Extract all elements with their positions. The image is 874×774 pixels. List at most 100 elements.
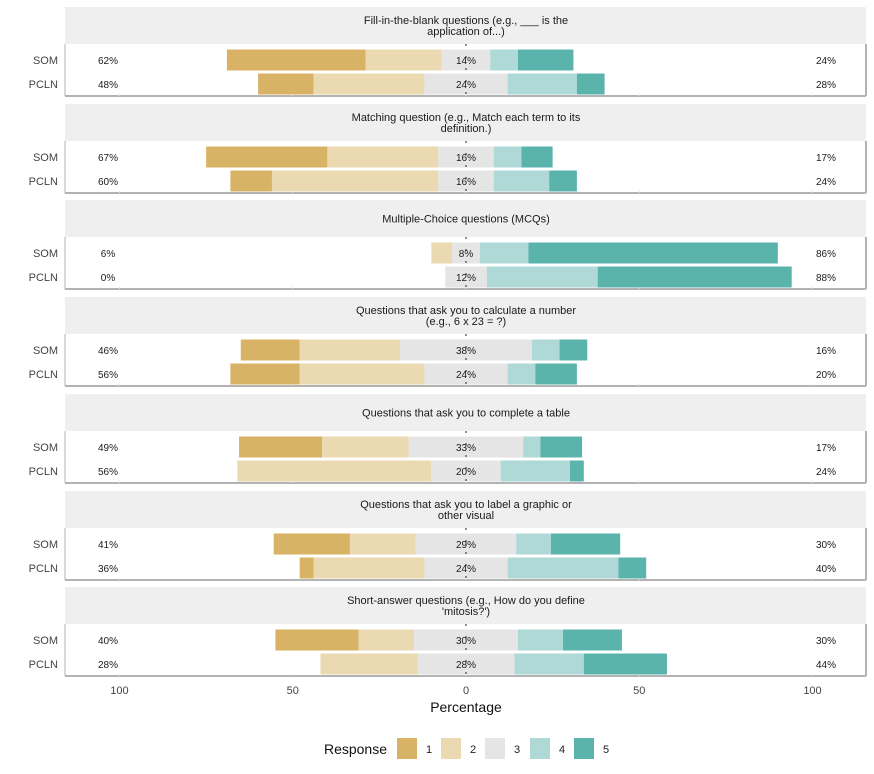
high-percent-label: 28%	[816, 80, 836, 91]
bar-segment-1	[240, 339, 300, 361]
facet-title: Multiple-Choice questions (MCQs)	[382, 214, 550, 226]
bar-segment-5	[549, 170, 577, 192]
bar-segment-3	[415, 533, 517, 555]
x-tick-label: 50	[633, 685, 645, 697]
low-percent-label: 40%	[98, 636, 118, 647]
group-label: PCLN	[29, 466, 58, 478]
bar-row: SOM 6% 8% 86%	[33, 242, 836, 264]
bar-segment-2	[358, 629, 415, 651]
high-percent-label: 24%	[816, 56, 836, 67]
group-label: PCLN	[29, 369, 58, 381]
bar-segment-3	[445, 266, 487, 288]
bar-segment-1	[230, 170, 272, 192]
bar-row: SOM 40% 30% 30%	[33, 629, 836, 651]
facet-strip	[65, 587, 866, 624]
bar-segment-2	[327, 146, 439, 168]
bar-segment-3	[414, 629, 518, 651]
facet-strip	[65, 491, 866, 528]
bar-segment-4	[479, 242, 529, 264]
bar-segment-2	[313, 557, 425, 579]
facet-strip	[65, 104, 866, 141]
bar-segment-4	[516, 533, 551, 555]
low-percent-label: 36%	[98, 564, 118, 575]
group-label: PCLN	[29, 659, 58, 671]
high-percent-label: 16%	[816, 346, 836, 357]
facet-title: (e.g., 6 x 23 = ?)	[426, 316, 506, 328]
legend-label: 4	[559, 744, 565, 756]
neutral-percent-label: 29%	[456, 540, 476, 551]
bar-segment-4	[486, 266, 598, 288]
high-percent-label: 17%	[816, 153, 836, 164]
bar-segment-3	[438, 146, 494, 168]
legend-swatch-3	[485, 738, 505, 759]
facet-panel: Questions that ask you to complete a tab…	[29, 394, 867, 484]
bar-segment-5	[583, 653, 667, 675]
bar-row: PCLN 28% 28% 44%	[29, 653, 836, 675]
bar-segment-5	[597, 266, 792, 288]
bar-segment-1	[275, 629, 359, 651]
group-label: SOM	[33, 55, 58, 67]
bar-segment-1	[206, 146, 328, 168]
group-label: SOM	[33, 539, 58, 551]
legend-label: 3	[514, 744, 520, 756]
legend-label: 2	[470, 744, 476, 756]
facet-strip	[65, 297, 866, 334]
x-axis-title: Percentage	[430, 699, 502, 715]
bar-segment-4	[507, 363, 536, 385]
facet-panel: Matching question (e.g., Match each term…	[29, 104, 867, 194]
facet-panel: Questions that ask you to calculate a nu…	[29, 297, 867, 387]
high-percent-label: 30%	[816, 636, 836, 647]
legend: Response 1 2 3 4 5	[324, 738, 609, 759]
low-percent-label: 60%	[98, 177, 118, 188]
bar-segment-3	[452, 242, 480, 264]
high-percent-label: 44%	[816, 660, 836, 671]
facet-title: Questions that ask you to calculate a nu…	[356, 305, 576, 317]
bar-segment-1	[273, 533, 350, 555]
bar-segment-5	[535, 363, 577, 385]
bar-segment-4	[507, 73, 577, 95]
bar-segment-3	[431, 460, 501, 482]
facet-strip	[65, 7, 866, 44]
x-tick-label: 50	[287, 685, 299, 697]
x-tick-label: 100	[803, 685, 821, 697]
bar-segment-4	[507, 557, 619, 579]
neutral-percent-label: 38%	[456, 346, 476, 357]
bar-segment-3	[408, 436, 524, 458]
bar-segment-3	[424, 73, 508, 95]
bar-row: PCLN 60% 16% 24%	[29, 170, 836, 192]
neutral-percent-label: 30%	[456, 636, 476, 647]
bar-segment-4	[517, 629, 564, 651]
bar-segment-5	[559, 339, 588, 361]
bar-segment-4	[514, 653, 584, 675]
bar-segment-2	[299, 363, 425, 385]
bar-segment-2	[365, 49, 442, 71]
low-percent-label: 49%	[98, 443, 118, 454]
bar-segment-3	[400, 339, 532, 361]
low-percent-label: 41%	[98, 540, 118, 551]
group-label: SOM	[33, 152, 58, 164]
low-percent-label: 46%	[98, 346, 118, 357]
bar-segment-2	[237, 460, 432, 482]
low-percent-label: 0%	[101, 273, 116, 284]
facet-strip	[65, 200, 866, 237]
bar-segment-5	[563, 629, 622, 651]
bar-segment-3	[417, 653, 515, 675]
facet-panel: Short-answer questions (e.g., How do you…	[29, 587, 867, 677]
high-percent-label: 24%	[816, 467, 836, 478]
neutral-percent-label: 24%	[456, 370, 476, 381]
x-axis: 100 50 0 50 100	[110, 685, 821, 697]
bar-segment-2	[349, 533, 416, 555]
bar-row: PCLN 48% 24% 28%	[29, 73, 836, 95]
legend-label: 5	[603, 744, 609, 756]
neutral-percent-label: 24%	[456, 564, 476, 575]
group-label: SOM	[33, 635, 58, 647]
low-percent-label: 56%	[98, 467, 118, 478]
group-label: PCLN	[29, 176, 58, 188]
facet-title: Fill-in-the-blank questions (e.g., ___ i…	[364, 15, 568, 27]
low-percent-label: 62%	[98, 56, 118, 67]
x-tick-label: 0	[463, 685, 469, 697]
bar-row: SOM 62% 14% 24%	[33, 49, 836, 71]
bar-segment-3	[424, 557, 508, 579]
bar-segment-1	[258, 73, 314, 95]
